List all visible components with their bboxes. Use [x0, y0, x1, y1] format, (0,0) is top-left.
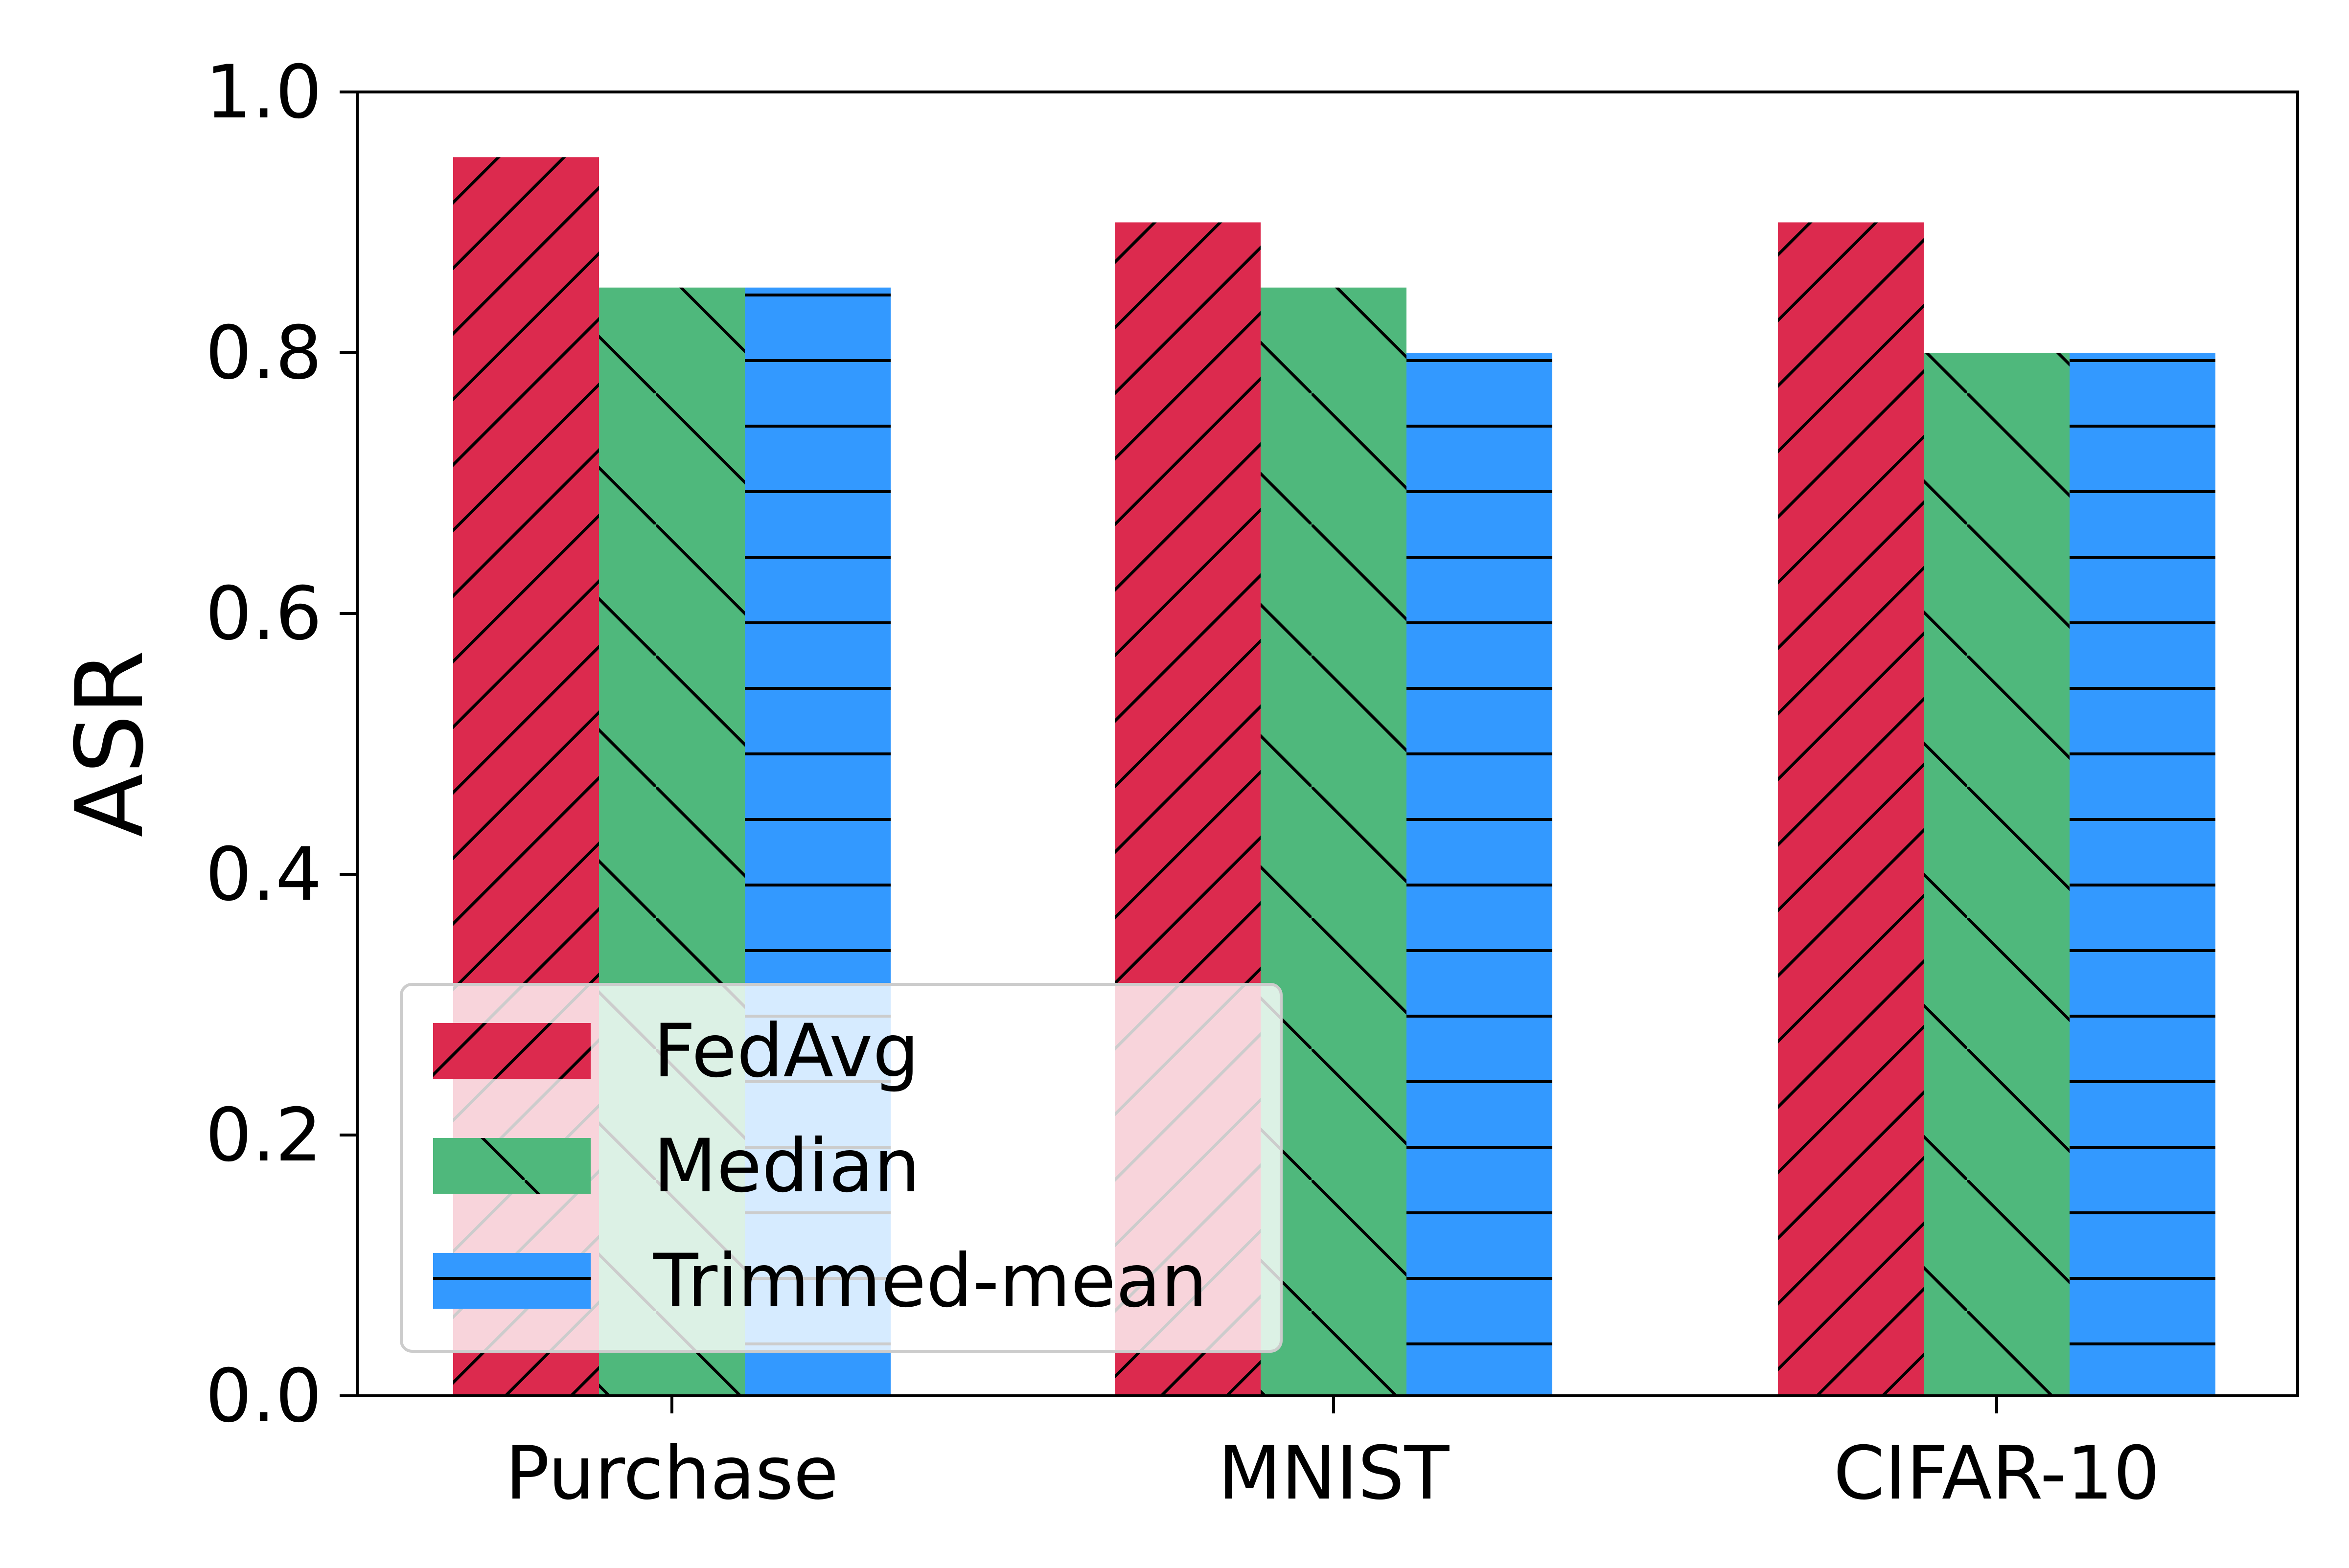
y-tick-label: 0.4 [205, 832, 322, 917]
y-tick-label: 0.8 [205, 311, 322, 396]
bar-median-cifar-10 [1924, 353, 2070, 1396]
x-tick-label: MNIST [1218, 1431, 1450, 1516]
bar-fedavg-cifar-10 [1778, 222, 1924, 1396]
y-tick-label: 0.6 [205, 571, 322, 657]
x-tick-label: CIFAR-10 [1833, 1431, 2160, 1516]
axes-layer [356, 91, 2299, 1397]
bar-median-mnist [1261, 287, 1406, 1396]
plot-frame [356, 91, 2299, 1397]
legend: FedAvg Median Trimmed-mean [400, 983, 1283, 1353]
x-axis: Purchase MNIST CIFAR-10 [505, 1396, 2160, 1516]
legend-label-fedavg: FedAvg [653, 1009, 919, 1094]
bars-layer [453, 157, 2215, 1396]
legend-swatch-median [433, 1138, 591, 1194]
bar-trimmed-mean-mnist [1406, 353, 1552, 1396]
x-tick-label: Purchase [505, 1431, 838, 1516]
y-axis-label: ASR [56, 650, 164, 838]
legend-swatch-fedavg [433, 1023, 591, 1079]
y-tick-label: 1.0 [205, 50, 322, 135]
y-axis: 0.0 0.2 0.4 0.6 0.8 1.0 [205, 50, 357, 1439]
y-tick-label: 0.0 [205, 1354, 322, 1439]
bar-trimmed-mean-cifar-10 [2070, 353, 2215, 1396]
legend-label-median: Median [653, 1124, 921, 1209]
legend-swatch-trimmed-mean [433, 1253, 591, 1309]
legend-box [400, 983, 1283, 1353]
legend-label-trimmed-mean: Trimmed-mean [653, 1239, 1207, 1324]
y-tick-label: 0.2 [205, 1093, 322, 1178]
